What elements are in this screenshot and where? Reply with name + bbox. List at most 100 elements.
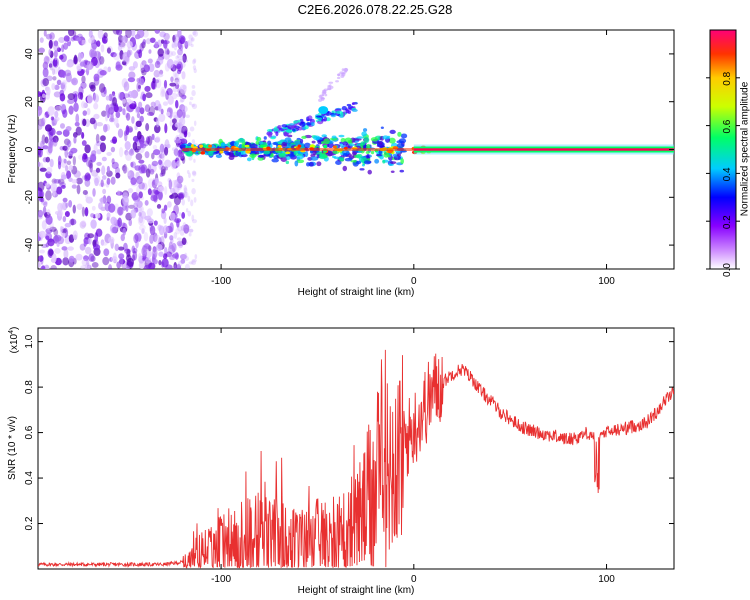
noise-blob [54,248,61,254]
noise-blob [162,253,168,260]
signal-blob [383,152,390,158]
carrier-early [182,148,414,151]
spectrogram-panel: -100 0 100 -40 -20 0 20 40 Height of straight l… [7,29,675,298]
noise-blob [149,225,156,236]
noise-blob [192,171,197,177]
signal-blob [220,142,226,147]
noise-blob [66,60,74,68]
noise-blob [176,237,182,241]
noise-blob [61,70,67,78]
noise-blob [185,59,189,63]
noise-blob [152,77,156,84]
signal-blob [338,157,345,161]
signal-blob [246,157,252,162]
noise-blob [81,131,85,139]
noise-blob [183,191,189,198]
noise-blob [57,209,63,217]
noise-blob [154,30,161,34]
noise-blob [108,236,115,244]
noise-blob [95,95,100,103]
signal-blob [333,156,340,160]
noise-blob [191,178,195,183]
noise-blob [140,62,144,71]
noise-blob [80,101,86,109]
noise-blob [176,63,182,70]
noise-blob [170,76,174,83]
noise-blob [174,34,180,39]
noise-blob [131,245,136,254]
noise-blob [102,188,107,195]
noise-blob [169,194,175,199]
signal-blob [256,136,262,142]
branch-blob [272,127,279,132]
noise-blob [180,225,186,231]
noise-blob [108,203,116,213]
signal-blob [361,131,367,137]
branch-blob [351,108,358,112]
noise-blob [176,77,181,83]
signal-blob [396,143,405,148]
noise-blob [173,114,179,119]
signal-blob [356,160,362,165]
noise-blob [63,158,67,164]
noise-blob [176,109,183,118]
noise-blob [50,264,58,269]
signal-blob [331,135,337,139]
noise-blob [138,224,146,231]
noise-blob [113,104,119,113]
noise-blob [193,58,197,63]
noise-blob [39,190,45,199]
noise-blob [157,103,162,112]
noise-blob [90,84,96,92]
noise-blob [173,264,178,269]
signal-blob [390,170,395,174]
noise-blob [91,261,99,268]
signal-blob [340,138,346,143]
noise-blob [86,173,91,181]
noise-blob [38,106,43,116]
branch-blob [347,110,352,114]
noise-blob [139,115,144,123]
noise-blob [84,144,91,154]
noise-blob [53,50,58,58]
noise-blob [110,216,117,225]
noise-blob [169,222,174,233]
colorbar-label: Normalized spectral amplitude [740,81,750,216]
noise-blob [80,220,86,226]
noise-blob [179,44,184,49]
noise-blob [187,210,192,217]
noise-blob [42,61,49,70]
noise-blob [181,137,187,144]
noise-blob [72,30,77,37]
noise-blob [65,72,72,83]
noise-blob [139,166,147,174]
noise-blob [86,61,91,72]
signal-blob [320,141,325,145]
noise-blob [96,122,104,127]
noise-blob [122,195,129,206]
noise-blob [136,81,141,92]
noise-blob [68,30,75,37]
snr-panel: -100 0 100 0.2 0.4 0.6 0.8 1.0 Height of straig… [7,327,675,596]
signal-blob [312,150,317,156]
noise-blob [184,41,189,50]
noise-blob [52,135,59,143]
noise-blob [112,30,120,35]
noise-blob [42,206,47,216]
noise-blob [59,93,66,102]
noise-blob [161,258,169,268]
noise-blob [46,86,51,96]
noise-blob [119,258,126,265]
noise-blob [110,52,117,58]
noise-blob [57,202,63,213]
noise-blob [189,96,194,101]
noise-blob [176,92,182,98]
colorbar-tick-label: 0.2 [722,215,733,229]
noise-blob [62,108,68,118]
noise-blob [143,231,149,242]
noise-blob [38,124,43,130]
noise-blob [45,33,53,40]
noise-blob [92,188,96,197]
noise-blob [152,248,158,259]
